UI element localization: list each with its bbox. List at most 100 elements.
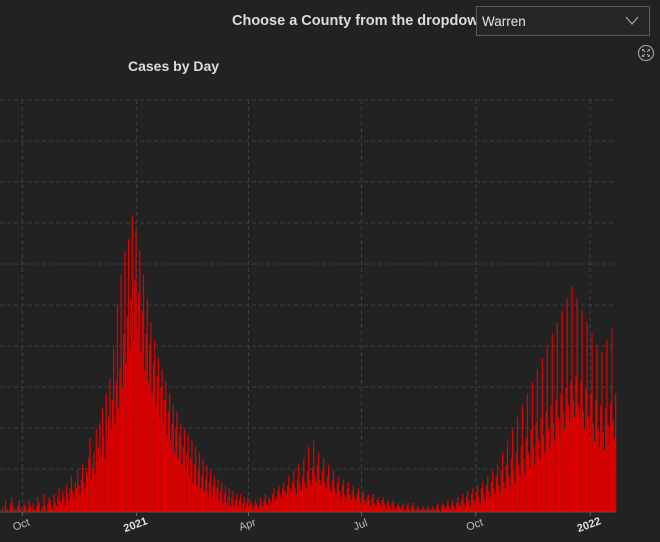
bar: [459, 506, 461, 512]
bar: [141, 310, 143, 512]
bar: [438, 509, 440, 512]
bar: [208, 482, 210, 512]
bar: [72, 491, 74, 512]
bar: [530, 428, 532, 512]
bar: [62, 491, 64, 512]
bar: [59, 500, 61, 512]
bar: [238, 500, 240, 512]
chart-title: Cases by Day: [128, 58, 220, 74]
bar: [377, 497, 379, 512]
bar: [75, 488, 78, 512]
bar: [296, 479, 299, 512]
bar: [354, 497, 356, 512]
bar: [319, 479, 321, 512]
bar: [612, 420, 614, 512]
bar: [601, 351, 603, 512]
bar: [514, 482, 516, 512]
bar: [145, 334, 147, 512]
bar: [165, 381, 167, 512]
bar: [168, 393, 171, 512]
bar: [390, 509, 392, 512]
bar: [474, 503, 476, 512]
bar: [50, 506, 53, 512]
bar: [334, 488, 336, 512]
bar: [126, 316, 128, 512]
bar: [140, 351, 142, 512]
bar: [11, 497, 13, 512]
bar: [101, 408, 104, 512]
county-dropdown[interactable]: Warren: [476, 6, 650, 36]
bar: [201, 476, 203, 512]
bar: [160, 387, 162, 512]
bar: [249, 500, 251, 512]
bar: [335, 494, 337, 512]
bar: [444, 509, 447, 512]
bar: [523, 458, 525, 512]
bar: [202, 458, 204, 512]
bar: [464, 506, 466, 512]
bar: [469, 506, 471, 512]
bar: [370, 506, 372, 512]
bar: [381, 500, 383, 512]
expand-icon[interactable]: [637, 44, 655, 62]
bar: [326, 476, 328, 512]
bar: [60, 503, 63, 512]
bar: [183, 428, 186, 512]
bar: [273, 488, 275, 512]
bar: [603, 449, 606, 512]
bar: [69, 488, 71, 512]
bar: [65, 485, 68, 512]
bar: [175, 428, 177, 512]
bar: [408, 509, 410, 512]
bar: [36, 506, 38, 512]
bar: [508, 476, 510, 512]
bar: [139, 250, 141, 512]
bar: [396, 506, 398, 512]
bar: [483, 494, 485, 512]
bar: [432, 506, 434, 512]
bar: [18, 500, 20, 512]
bar: [542, 434, 545, 512]
bar: [398, 506, 401, 512]
bar: [55, 506, 58, 512]
bar: [478, 497, 480, 512]
bar: [6, 509, 8, 512]
bar: [144, 369, 146, 512]
bar: [123, 334, 125, 512]
bar: [259, 497, 261, 512]
bar: [272, 494, 274, 512]
bar: [572, 399, 574, 512]
bar: [237, 506, 239, 512]
bar: [605, 408, 607, 512]
bar: [574, 417, 576, 512]
bar: [422, 506, 424, 512]
bar: [116, 304, 119, 512]
bar: [280, 497, 283, 512]
bar: [167, 411, 169, 512]
bar: [400, 509, 402, 512]
bar: [213, 476, 215, 512]
bar: [248, 506, 250, 512]
bar: [485, 485, 488, 512]
bar: [57, 497, 59, 512]
bar: [441, 506, 443, 512]
bar: [270, 503, 273, 512]
bar: [311, 467, 314, 512]
bar: [615, 393, 617, 512]
bar: [33, 509, 35, 512]
bar: [254, 500, 256, 512]
bar: [569, 423, 571, 512]
bar: [395, 509, 397, 512]
bar: [468, 500, 470, 512]
bar: [387, 500, 389, 512]
bar: [482, 482, 484, 512]
bar: [587, 417, 589, 512]
bar: [524, 473, 526, 512]
bar: [103, 434, 105, 512]
bar: [178, 434, 181, 512]
bar: [501, 452, 504, 512]
bar: [369, 500, 371, 512]
bar: [274, 500, 276, 512]
bar: [451, 503, 453, 512]
bar: [124, 250, 126, 512]
